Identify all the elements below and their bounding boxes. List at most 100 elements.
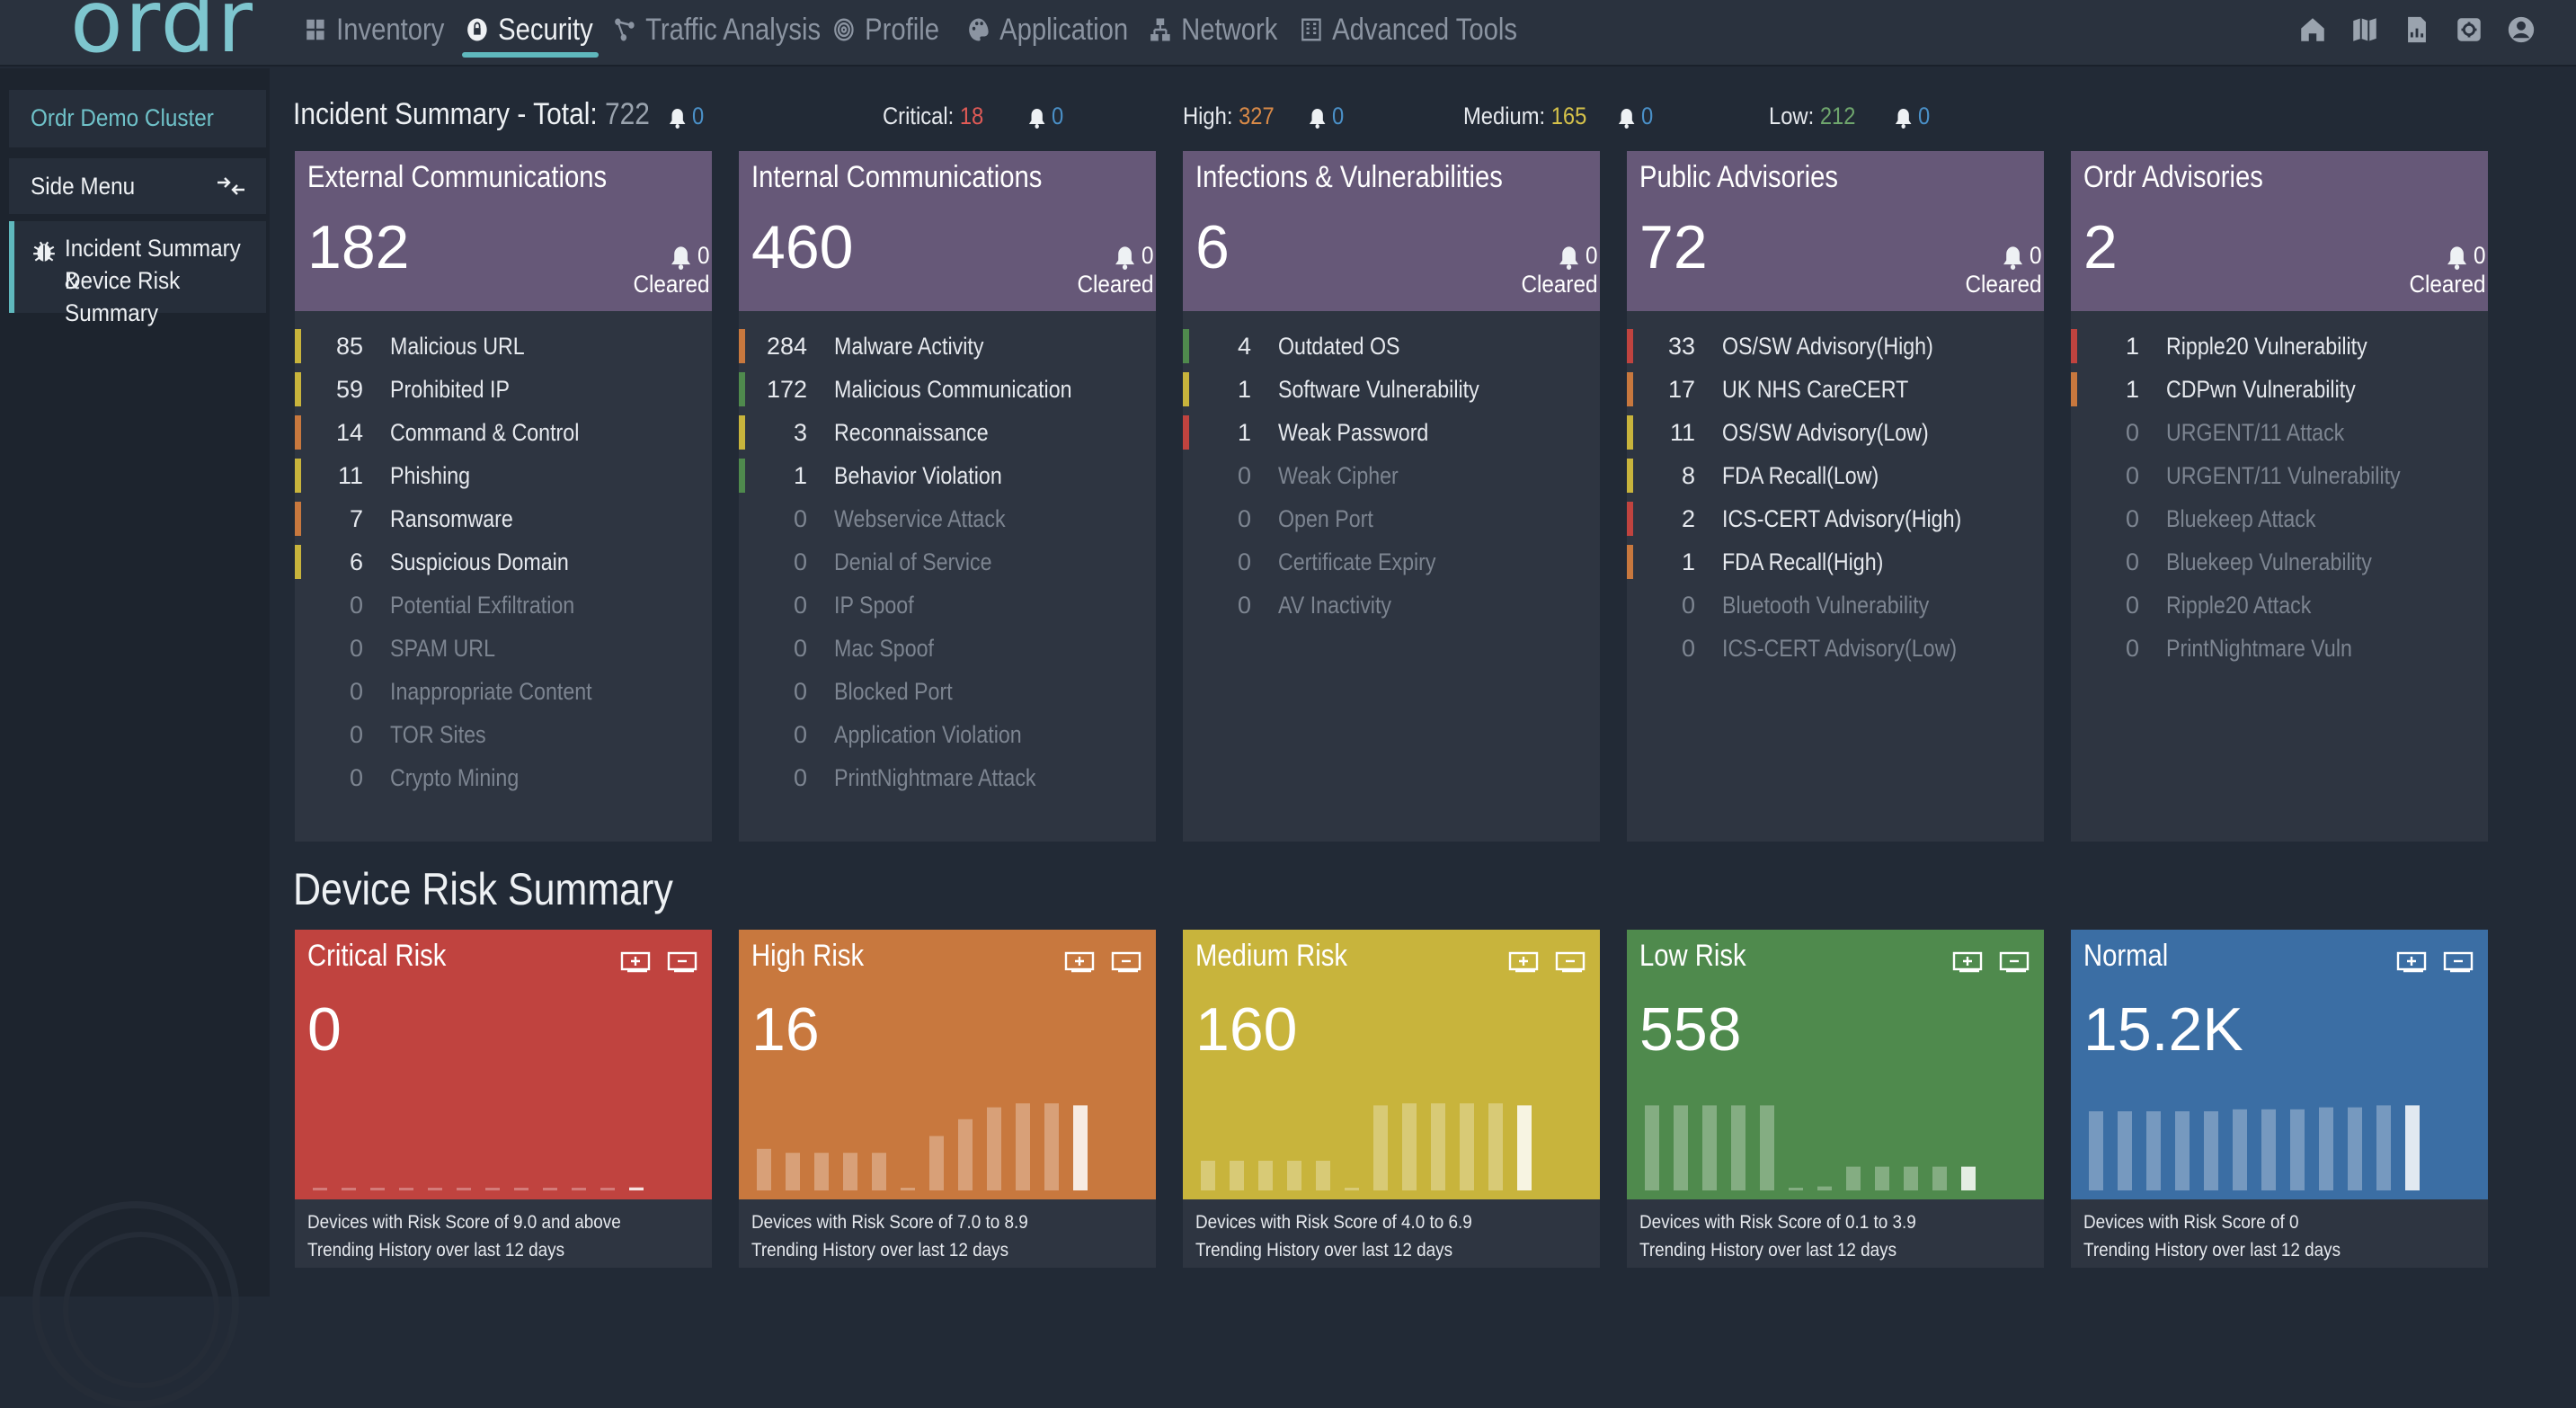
trend-bar[interactable] xyxy=(2089,1111,2103,1190)
incident-row[interactable]: 4 Outdated OS xyxy=(1183,327,1600,365)
incident-row[interactable]: 33 OS/SW Advisory(High) xyxy=(1627,327,2044,365)
trend-bar[interactable] xyxy=(2261,1109,2276,1190)
incident-row[interactable]: 0 Mac Spoof xyxy=(739,629,1156,667)
settings-icon[interactable] xyxy=(2454,14,2484,45)
incident-row[interactable]: 0 Ripple20 Attack xyxy=(2071,586,2488,624)
collapse-arrows-icon[interactable] xyxy=(216,176,246,196)
add-to-group-icon[interactable] xyxy=(2396,948,2430,973)
remove-from-group-icon[interactable] xyxy=(1111,948,1145,973)
trend-bar[interactable] xyxy=(958,1118,973,1190)
trend-bar[interactable] xyxy=(313,1188,327,1190)
risk-card-body[interactable]: Medium Risk 160 xyxy=(1183,930,1600,1199)
trend-bar[interactable] xyxy=(1961,1166,1976,1190)
remove-from-group-icon[interactable] xyxy=(667,948,701,973)
trend-bar[interactable] xyxy=(1345,1188,1359,1190)
incident-row[interactable]: 0 AV Inactivity xyxy=(1183,586,1600,624)
critical-summary[interactable]: Critical: 18 xyxy=(883,102,983,130)
incident-row[interactable]: 0 URGENT/11 Attack xyxy=(2071,414,2488,451)
incident-row[interactable]: 0 Bluetooth Vulnerability xyxy=(1627,586,2044,624)
risk-card[interactable]: Medium Risk 160 Devices with Risk Score of… xyxy=(1183,930,1600,1268)
risk-card-body[interactable]: Low Risk 558 xyxy=(1627,930,2044,1199)
trend-bar[interactable] xyxy=(1316,1161,1330,1190)
trend-bar[interactable] xyxy=(600,1188,615,1190)
trend-bar[interactable] xyxy=(2405,1105,2420,1190)
trend-bar[interactable] xyxy=(1702,1105,1717,1190)
trend-bar[interactable] xyxy=(1674,1105,1688,1190)
risk-card[interactable]: High Risk 16 Devices with Risk Score of 7.… xyxy=(739,930,1156,1268)
trend-bar[interactable] xyxy=(786,1153,800,1190)
trend-bar[interactable] xyxy=(2290,1109,2305,1190)
remove-from-group-icon[interactable] xyxy=(1555,948,1589,973)
trend-bar[interactable] xyxy=(814,1153,829,1190)
side-menu-toggle[interactable]: Side Menu xyxy=(9,158,266,214)
incident-row[interactable]: 11 OS/SW Advisory(Low) xyxy=(1627,414,2044,451)
trend-bar[interactable] xyxy=(1789,1188,1803,1190)
incident-row[interactable]: 0 URGENT/11 Vulnerability xyxy=(2071,457,2488,495)
panel-header[interactable]: Public Advisories 72 0 Cleared xyxy=(1627,151,2044,311)
trend-bar[interactable] xyxy=(572,1188,586,1190)
medium-bell-count[interactable]: 0 xyxy=(1618,102,1653,130)
nav-security[interactable]: Security xyxy=(466,0,593,59)
nav-profile[interactable]: Profile xyxy=(832,0,939,59)
panel-header[interactable]: External Communications 182 0 Cleared xyxy=(295,151,712,311)
add-to-group-icon[interactable] xyxy=(1064,948,1098,973)
incident-row[interactable]: 0 Application Violation xyxy=(739,716,1156,753)
trend-bar[interactable] xyxy=(1373,1105,1388,1190)
remove-from-group-icon[interactable] xyxy=(2443,948,2477,973)
trend-bar[interactable] xyxy=(1517,1105,1532,1190)
incident-row[interactable]: 0 Weak Cipher xyxy=(1183,457,1600,495)
incident-row[interactable]: 6 Suspicious Domain xyxy=(295,543,712,581)
home-icon[interactable] xyxy=(2297,14,2328,45)
incident-row[interactable]: 0 TOR Sites xyxy=(295,716,712,753)
cleared-count[interactable]: 0 Cleared xyxy=(1966,241,2042,299)
incident-row[interactable]: 85 Malicious URL xyxy=(295,327,712,365)
high-bell-count[interactable]: 0 xyxy=(1309,102,1344,130)
trend-bar[interactable] xyxy=(1073,1105,1088,1190)
trend-bar[interactable] xyxy=(1760,1105,1774,1190)
trend-bar[interactable] xyxy=(2348,1107,2362,1190)
trend-bar[interactable] xyxy=(370,1188,385,1190)
trend-bar[interactable] xyxy=(1817,1186,1832,1190)
critical-bell-count[interactable]: 0 xyxy=(1028,102,1063,130)
trend-bar[interactable] xyxy=(757,1148,771,1190)
incident-row[interactable]: 284 Malware Activity xyxy=(739,327,1156,365)
panel-header[interactable]: Infections & Vulnerabilities 6 0 Cleared xyxy=(1183,151,1600,311)
risk-card[interactable]: Critical Risk 0 Devices with Risk Score of… xyxy=(295,930,712,1268)
incident-row[interactable]: 0 Webservice Attack xyxy=(739,500,1156,538)
trend-bar[interactable] xyxy=(2233,1109,2247,1190)
nav-inventory[interactable]: Inventory xyxy=(304,0,444,59)
sidebar-item-incident-summary[interactable]: Incident Summary & Device Risk Summary xyxy=(9,221,266,326)
incident-row[interactable]: 14 Command & Control xyxy=(295,414,712,451)
remove-from-group-icon[interactable] xyxy=(1999,948,2033,973)
report-icon[interactable] xyxy=(2402,14,2432,45)
incident-row[interactable]: 0 SPAM URL xyxy=(295,629,712,667)
trend-bar[interactable] xyxy=(872,1153,886,1190)
incident-row[interactable]: 0 PrintNightmare Vuln xyxy=(2071,629,2488,667)
user-icon[interactable] xyxy=(2506,14,2536,45)
trend-bar[interactable] xyxy=(987,1107,1001,1190)
panel-header[interactable]: Internal Communications 460 0 Cleared xyxy=(739,151,1156,311)
cleared-count[interactable]: 0 Cleared xyxy=(634,241,710,299)
incident-panel[interactable]: Infections & Vulnerabilities 6 0 Cleared 4 O… xyxy=(1183,151,1600,842)
incident-row[interactable]: 172 Malicious Communication xyxy=(739,370,1156,408)
low-bell-count[interactable]: 0 xyxy=(1895,102,1930,130)
trend-bar[interactable] xyxy=(543,1188,557,1190)
trend-bar[interactable] xyxy=(843,1153,857,1190)
trend-bar[interactable] xyxy=(901,1188,915,1190)
cleared-count[interactable]: 0 Cleared xyxy=(2410,241,2486,299)
cleared-count[interactable]: 0 Cleared xyxy=(1078,241,1154,299)
trend-bar[interactable] xyxy=(514,1188,529,1190)
incident-row[interactable]: 0 Crypto Mining xyxy=(295,759,712,797)
incident-row[interactable]: 1 Software Vulnerability xyxy=(1183,370,1600,408)
incident-row[interactable]: 0 IP Spoof xyxy=(739,586,1156,624)
incident-row[interactable]: 0 ICS-CERT Advisory(Low) xyxy=(1627,629,2044,667)
incident-row[interactable]: 8 FDA Recall(Low) xyxy=(1627,457,2044,495)
incident-row[interactable]: 17 UK NHS CareCERT xyxy=(1627,370,2044,408)
incident-row[interactable]: 1 Weak Password xyxy=(1183,414,1600,451)
incident-row[interactable]: 0 Blocked Port xyxy=(739,673,1156,710)
book-icon[interactable] xyxy=(2349,14,2380,45)
incident-row[interactable]: 1 Ripple20 Vulnerability xyxy=(2071,327,2488,365)
add-to-group-icon[interactable] xyxy=(1952,948,1986,973)
nav-network[interactable]: Network xyxy=(1149,0,1277,59)
trend-bar[interactable] xyxy=(1731,1105,1745,1190)
